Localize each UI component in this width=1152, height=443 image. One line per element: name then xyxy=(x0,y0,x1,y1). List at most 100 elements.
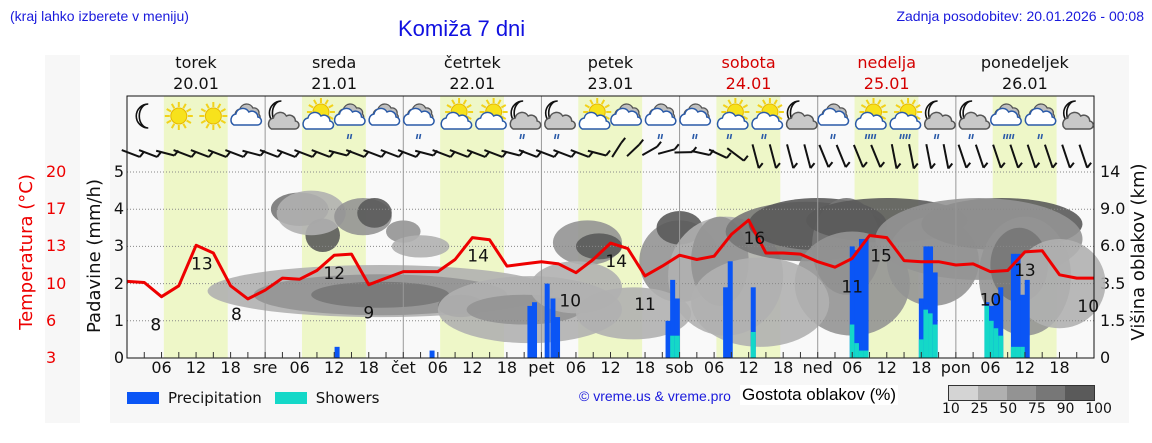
cloud-density-area xyxy=(391,235,450,258)
temperature-label: 13 xyxy=(1014,261,1036,281)
day-name: sreda xyxy=(311,53,357,72)
cloudy-icon xyxy=(368,103,401,126)
precipitation-bar xyxy=(532,302,538,358)
wind-barb-icon xyxy=(449,149,473,158)
daylight-band xyxy=(163,96,228,358)
wind-barb-icon xyxy=(1026,144,1041,169)
wind-barb-icon xyxy=(1078,144,1092,169)
x-tick-label: 18 xyxy=(358,358,379,377)
moon-cloud-rain-icon xyxy=(958,100,991,140)
showers-bar xyxy=(674,335,680,358)
cloud-light-rain-icon xyxy=(1024,103,1057,140)
precip-tick-label: 1 xyxy=(113,310,124,330)
precipitation-bar xyxy=(1015,253,1021,358)
wind-barb-icon xyxy=(553,149,577,158)
x-tick-label: 18 xyxy=(634,358,656,377)
precipitation-bar xyxy=(665,320,671,358)
x-tick-label: 12 xyxy=(876,358,897,377)
wind-barb-icon xyxy=(1061,144,1075,169)
day-name: petek xyxy=(587,53,634,72)
showers-bar xyxy=(984,305,990,358)
wind-barb-icon xyxy=(992,144,1006,169)
temp-tick-label: 10 xyxy=(46,273,67,293)
showers-bar xyxy=(923,309,929,358)
temperature-line xyxy=(126,218,1094,301)
last-update: Zadnja posodobitev: 20.01.2026 - 00:08 xyxy=(896,8,1144,24)
day-header-3: petek 23.01 xyxy=(541,52,679,94)
precipitation-bar xyxy=(932,272,938,358)
cloud-light-rain-icon xyxy=(679,103,712,140)
showers-bar xyxy=(928,313,934,358)
moon-cloud-rain-icon xyxy=(509,100,542,140)
precipitation-bar xyxy=(1024,279,1030,358)
temp-axis-panel xyxy=(45,55,80,423)
showers-bar xyxy=(1020,346,1026,358)
wind-barb-icon xyxy=(1009,144,1023,169)
wind-barb-icon xyxy=(121,149,145,158)
temperature-label: 11 xyxy=(634,295,656,315)
wind-barb-icon xyxy=(852,144,868,168)
location-hint[interactable]: (kraj lahko izberete v meniju) xyxy=(10,8,189,24)
cloud-height-tick-label: 3.5 xyxy=(1100,273,1126,293)
precipitation-bar xyxy=(527,305,533,358)
cloud-density-title: Gostota oblakov (%) xyxy=(740,385,899,405)
precipitation-bar xyxy=(727,261,733,358)
temperature-label: 10 xyxy=(980,291,1002,311)
precipitation-bar xyxy=(863,238,869,358)
wind-barb-icon xyxy=(786,144,799,169)
showers-bar xyxy=(858,350,864,358)
wind-barb-icon xyxy=(870,144,886,168)
showers-bar xyxy=(989,320,995,358)
x-tick-label: 12 xyxy=(324,358,345,377)
cloud-light-rain-icon xyxy=(402,103,435,140)
precip-tick-label: 5 xyxy=(113,162,124,181)
temperature-label: 11 xyxy=(841,277,863,297)
temp-tick-label: 6 xyxy=(46,310,57,330)
temperature-label: 10 xyxy=(1077,297,1099,317)
precipitation-bar xyxy=(544,283,550,358)
wind-barb-icon xyxy=(173,149,197,158)
cloud-density-swatch xyxy=(949,386,978,400)
wind-barb-icon xyxy=(276,149,300,158)
day-date: 21.01 xyxy=(311,74,358,93)
cloud-density-value: 100 xyxy=(1085,401,1112,417)
wind-barb-icon xyxy=(1043,144,1058,169)
wind-barb-icon xyxy=(908,144,919,170)
wind-barb-icon xyxy=(380,149,404,158)
cloud-height-tick-label: 1.5 xyxy=(1100,310,1126,330)
showers-bar xyxy=(993,328,999,358)
x-tick-label: 18 xyxy=(496,358,518,377)
day-date: 26.01 xyxy=(1001,74,1048,93)
x-tick-label: 06 xyxy=(565,358,587,377)
day-date: 25.01 xyxy=(863,74,910,93)
credit-link[interactable]: © vreme.us & vreme.pro xyxy=(579,388,731,404)
sun-cloud-heavy-rain-icon xyxy=(889,98,923,140)
day-name: četrtek xyxy=(443,53,501,72)
x-tick-label: sre xyxy=(252,358,278,377)
x-tick-label: 18 xyxy=(1049,358,1070,377)
temperature-label: 8 xyxy=(231,305,242,325)
precipitation-bar xyxy=(674,298,680,358)
showers-bar xyxy=(863,350,869,358)
wind-barb-icon xyxy=(803,144,816,169)
cloud-density-value: 10 xyxy=(942,401,960,417)
showers-bar xyxy=(854,343,860,358)
moon-cloud-icon xyxy=(1062,100,1094,130)
temp-tick-label: 17 xyxy=(46,199,67,219)
x-tick-label: 06 xyxy=(703,358,725,377)
x-tick-label: sob xyxy=(665,358,694,377)
precipitation-bar xyxy=(918,298,924,358)
wind-barb-icon xyxy=(974,144,989,169)
sun-cloud-icon xyxy=(440,98,474,130)
cloud-height-tick-label: 9.0 xyxy=(1100,199,1126,219)
wind-barb-icon xyxy=(345,149,370,158)
showers-bar xyxy=(998,335,1004,358)
cloud-density-swatch xyxy=(978,386,1007,400)
wind-barb-icon xyxy=(363,149,387,158)
x-tick-label: 18 xyxy=(220,358,241,377)
cloud-height-tick-label: 0 xyxy=(1100,348,1111,367)
precip-tick-label: 4 xyxy=(113,199,124,219)
sun-cloud-icon xyxy=(578,98,612,130)
cloud-height-tick-label: 14 xyxy=(1100,162,1121,181)
x-tick-label: pet xyxy=(528,358,555,377)
